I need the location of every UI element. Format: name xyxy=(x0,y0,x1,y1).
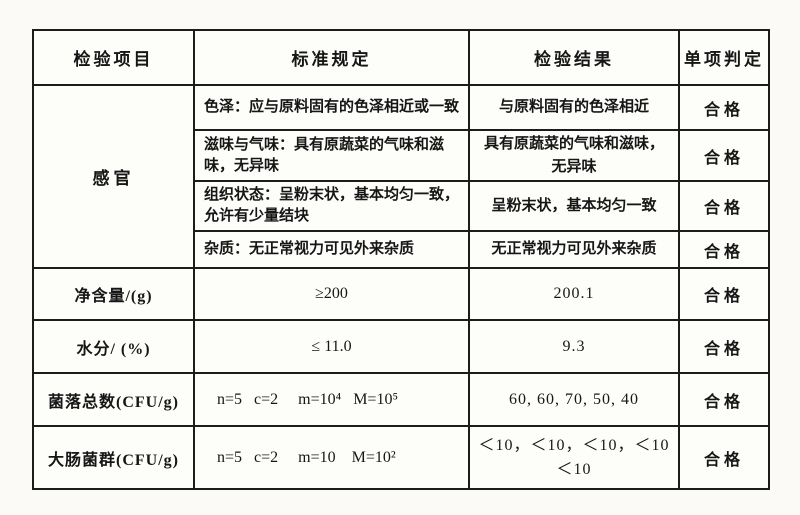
result-cell: 无正常视力可见外来杂质 xyxy=(468,230,680,269)
table-row-taste-odor: 滋味与气味：具有原蔬菜的气味和滋味，无异味 具有原蔬菜的气味和滋味， 无异味 合… xyxy=(33,129,770,182)
verdict-cell: 合格 xyxy=(678,319,770,374)
standard-cell: 滋味与气味：具有原蔬菜的气味和滋味，无异味 xyxy=(193,129,470,182)
standard-cell: 组织状态：呈粉末状，基本均匀一致，允许有少量结块 xyxy=(193,180,470,232)
result-cell: 9.3 xyxy=(468,319,680,374)
group-label-sensory: 感官 xyxy=(32,84,195,269)
verdict-cell: 合格 xyxy=(678,425,770,490)
result-cell: 具有原蔬菜的气味和滋味， 无异味 xyxy=(468,129,680,182)
table-row-net-content: 净含量/(g) ≥200 200.1 合格 xyxy=(32,267,770,321)
verdict-cell: 合格 xyxy=(678,372,770,427)
table-row-total-plate-count: 菌落总数(CFU/g) n=5 c=2 m=10⁴ M=10⁵ 60, 60, … xyxy=(32,372,770,427)
header-inspection-item: 检验项目 xyxy=(32,29,195,86)
table-row-color: 感官 色泽：应与原料固有的色泽相近或一致 与原料固有的色泽相近 合格 xyxy=(32,84,770,269)
item-cell: 净含量/(g) xyxy=(32,267,195,321)
verdict-cell: 合格 xyxy=(678,129,770,182)
standard-cell: 色泽：应与原料固有的色泽相近或一致 xyxy=(193,84,470,131)
table-row-coliforms: 大肠菌群(CFU/g) n=5 c=2 m=10 M=10² ＜10，＜10，＜… xyxy=(32,425,770,490)
result-cell: 与原料固有的色泽相近 xyxy=(468,84,680,131)
item-cell: 水分/ (%) xyxy=(32,319,195,374)
result-cell: ＜10，＜10，＜10，＜10 ＜10 xyxy=(468,425,680,490)
header-row: 检验项目 标准规定 检验结果 单项判定 xyxy=(32,29,770,86)
inspection-results-table: 检验项目 标准规定 检验结果 单项判定 感官 色泽：应与原料固有的色泽相近或一致… xyxy=(32,29,770,490)
standard-cell: n=5 c=2 m=10⁴ M=10⁵ xyxy=(193,372,470,427)
standard-cell: ≥200 xyxy=(193,267,470,321)
header-inspection-result: 检验结果 xyxy=(468,29,680,86)
standard-cell: n=5 c=2 m=10 M=10² xyxy=(193,425,470,490)
verdict-cell: 合格 xyxy=(678,84,770,131)
header-standard-requirement: 标准规定 xyxy=(193,29,470,86)
result-cell: 呈粉末状，基本均匀一致 xyxy=(468,180,680,232)
standard-cell: 杂质：无正常视力可见外来杂质 xyxy=(193,230,470,269)
table-row-texture: 组织状态：呈粉末状，基本均匀一致，允许有少量结块 呈粉末状，基本均匀一致 合格 xyxy=(33,180,770,232)
table-row-impurity: 杂质：无正常视力可见外来杂质 无正常视力可见外来杂质 合格 xyxy=(33,230,770,269)
result-cell: 60, 60, 70, 50, 40 xyxy=(468,372,680,427)
verdict-cell: 合格 xyxy=(678,267,770,321)
header-single-item-judgment: 单项判定 xyxy=(678,29,770,86)
table-row-moisture: 水分/ (%) ≤ 11.0 9.3 合格 xyxy=(32,319,770,374)
verdict-cell: 合格 xyxy=(678,180,770,232)
item-cell: 菌落总数(CFU/g) xyxy=(32,372,195,427)
result-cell: 200.1 xyxy=(468,267,680,321)
item-cell: 大肠菌群(CFU/g) xyxy=(32,425,195,490)
standard-cell: ≤ 11.0 xyxy=(193,319,470,374)
verdict-cell: 合格 xyxy=(678,230,770,269)
